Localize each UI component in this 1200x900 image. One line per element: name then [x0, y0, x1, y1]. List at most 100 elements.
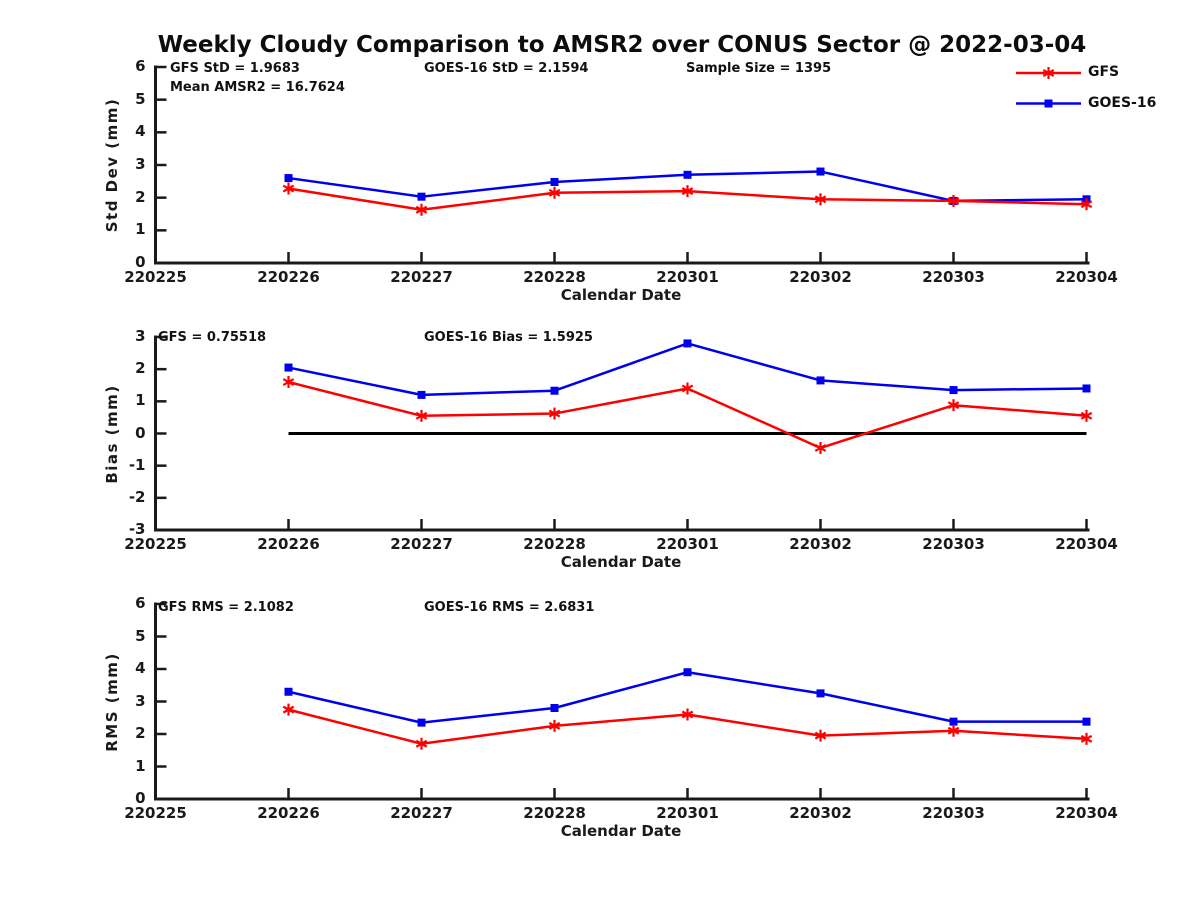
- asterisk-marker: [415, 739, 428, 748]
- stat-annotation: GOES-16 Bias = 1.5925: [424, 330, 593, 345]
- ytick-label: 5: [135, 89, 146, 108]
- square-marker: [417, 192, 426, 201]
- x-axis-label: Calendar Date: [560, 822, 682, 840]
- xtick-label: 220304: [1055, 804, 1118, 822]
- xtick-label: 220226: [257, 535, 320, 553]
- square-marker: [284, 687, 293, 696]
- ytick-label: 2: [135, 724, 146, 742]
- asterisk-marker: [1080, 734, 1093, 743]
- xtick-label: 220303: [922, 535, 985, 553]
- square-marker: [1082, 717, 1091, 726]
- asterisk-marker: [814, 731, 827, 740]
- ytick-label: 0: [135, 789, 146, 807]
- asterisk-marker: [282, 378, 295, 386]
- ytick-label: 0: [135, 423, 146, 442]
- asterisk-marker: [814, 444, 827, 452]
- ytick-label: -3: [128, 520, 146, 538]
- ytick-label: 0: [135, 253, 146, 271]
- x-axis-label: Calendar Date: [560, 553, 682, 571]
- xtick-label: 220227: [390, 804, 453, 822]
- square-marker: [550, 386, 559, 395]
- ytick-label: 1: [135, 220, 146, 239]
- xtick-label: 220225: [124, 804, 187, 822]
- asterisk-marker: [1080, 411, 1093, 420]
- stat-annotation: GFS StD = 1.9683: [170, 61, 300, 76]
- xtick-label: 220225: [124, 268, 187, 286]
- asterisk-marker: [548, 409, 561, 418]
- asterisk-marker: [548, 188, 561, 197]
- ytick-label: 6: [135, 57, 146, 75]
- asterisk-marker: [1080, 200, 1093, 209]
- asterisk-marker: [1042, 69, 1055, 77]
- square-marker: [816, 689, 825, 698]
- asterisk-marker: [282, 184, 295, 193]
- square-marker: [816, 167, 825, 176]
- y-axis-label: Std Dev (mm): [103, 97, 121, 233]
- stat-annotation: Mean AMSR2 = 16.7624: [170, 80, 345, 95]
- asterisk-marker: [681, 710, 694, 719]
- y-axis-label: Bias (mm): [103, 383, 121, 484]
- xtick-label: 220227: [390, 535, 453, 553]
- asterisk-marker: [814, 195, 827, 204]
- square-marker: [816, 376, 825, 385]
- xtick-label: 220228: [523, 804, 586, 822]
- xtick-label: 220301: [656, 804, 719, 822]
- asterisk-marker: [548, 721, 561, 730]
- ytick-label: 1: [135, 756, 146, 775]
- xtick-label: 220302: [789, 535, 852, 553]
- asterisk-marker: [681, 187, 694, 196]
- xtick-label: 220302: [789, 268, 852, 286]
- square-marker: [550, 177, 559, 186]
- xtick-label: 220304: [1055, 268, 1118, 286]
- xtick-label: 220304: [1055, 535, 1118, 553]
- square-marker: [417, 718, 426, 727]
- square-marker: [550, 704, 559, 712]
- legend-label-gfs: GFS: [1088, 64, 1120, 80]
- square-marker: [949, 717, 958, 726]
- square-marker: [417, 390, 426, 399]
- ytick-label: 6: [135, 594, 146, 612]
- ytick-label: 4: [135, 122, 146, 141]
- stat-annotation: GOES-16 StD = 2.1594: [424, 61, 589, 76]
- square-marker: [284, 363, 293, 372]
- ytick-label: 3: [135, 691, 146, 710]
- stat-annotation: Sample Size = 1395: [686, 61, 832, 76]
- ytick-label: 2: [135, 187, 146, 206]
- square-marker: [683, 339, 692, 348]
- ytick-label: 2: [135, 359, 146, 378]
- y-axis-label: RMS (mm): [103, 651, 121, 752]
- x-axis-label: Calendar Date: [560, 286, 682, 304]
- stat-annotation: GFS = 0.75518: [158, 330, 267, 345]
- stat-annotation: GOES-16 RMS = 2.6831: [424, 600, 595, 615]
- xtick-label: 220301: [656, 268, 719, 286]
- asterisk-marker: [947, 726, 960, 735]
- xtick-label: 220225: [124, 535, 187, 553]
- xtick-label: 220228: [523, 268, 586, 286]
- square-marker: [284, 174, 293, 183]
- ytick-label: -1: [128, 455, 146, 474]
- xtick-label: 220303: [922, 804, 985, 822]
- ytick-label: 3: [135, 327, 146, 345]
- chart-title: Weekly Cloudy Comparison to AMSR2 over C…: [157, 32, 1087, 58]
- xtick-label: 220303: [922, 268, 985, 286]
- square-marker: [1082, 384, 1091, 393]
- asterisk-marker: [415, 411, 428, 420]
- xtick-label: 220302: [789, 804, 852, 822]
- asterisk-marker: [947, 196, 960, 205]
- ytick-label: 4: [135, 659, 146, 677]
- asterisk-marker: [415, 205, 428, 214]
- xtick-label: 220301: [656, 535, 719, 553]
- ytick-label: -2: [128, 487, 146, 506]
- legend-label-goes16: GOES-16: [1088, 95, 1157, 111]
- xtick-label: 220226: [257, 804, 320, 822]
- ytick-label: 1: [135, 391, 146, 410]
- asterisk-marker: [947, 401, 960, 410]
- stat-annotation: GFS RMS = 2.1082: [158, 600, 294, 615]
- xtick-label: 220227: [390, 268, 453, 286]
- square-marker: [683, 668, 692, 677]
- xtick-label: 220228: [523, 535, 586, 553]
- ytick-label: 3: [135, 155, 146, 173]
- square-marker: [949, 386, 958, 395]
